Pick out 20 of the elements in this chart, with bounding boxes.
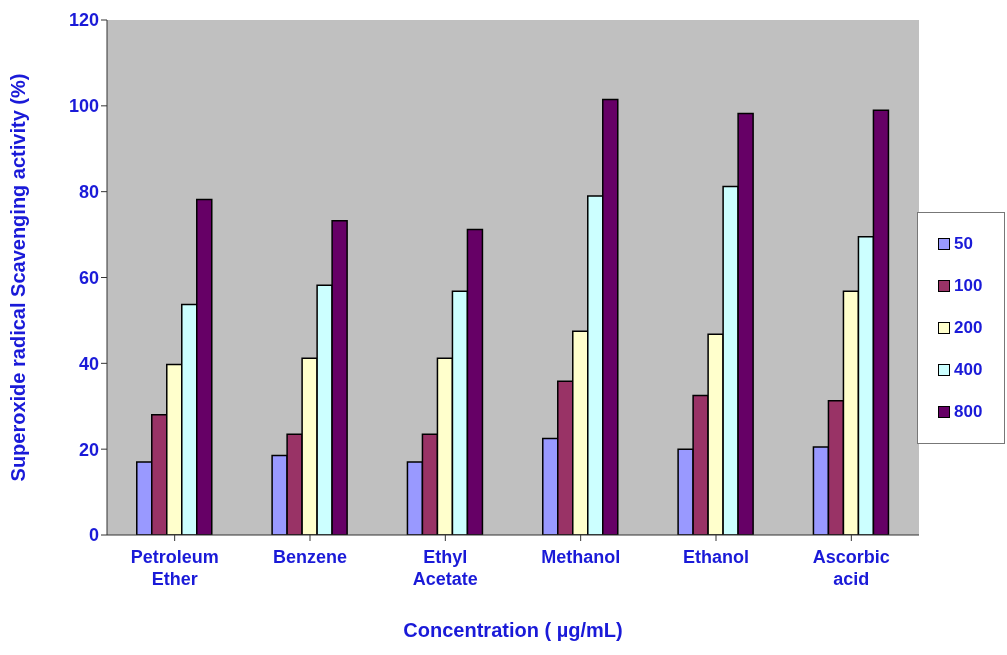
y-axis-title: Superoxide radical Scavenging activity (%) [7,73,30,482]
x-tick-label: Petroleum Ether [130,547,219,589]
y-tick-label: 20 [78,439,99,460]
y-tick-label: 40 [78,353,99,374]
y-tick-label: 0 [88,525,99,546]
legend-label: 200 [954,317,983,338]
x-axis-title: Concentration ( µg/mL) [403,619,623,641]
x-tick-label: Ascorbic acid [812,547,890,589]
x-tick-label: Ethyl Acetate [412,547,478,589]
y-tick-label: 60 [78,267,99,288]
y-tick-label: 100 [68,96,99,117]
legend-label: 50 [954,233,973,254]
legend-label: 100 [954,275,983,296]
legend-label: 800 [954,401,983,422]
y-tick-label: 80 [78,182,99,203]
legend-label: 400 [954,359,983,380]
x-tick-label: Ethanol [683,547,749,567]
x-tick-label: Methanol [541,547,621,567]
y-tick-label: 120 [68,10,99,31]
x-tick-label: Benzene [272,547,348,567]
